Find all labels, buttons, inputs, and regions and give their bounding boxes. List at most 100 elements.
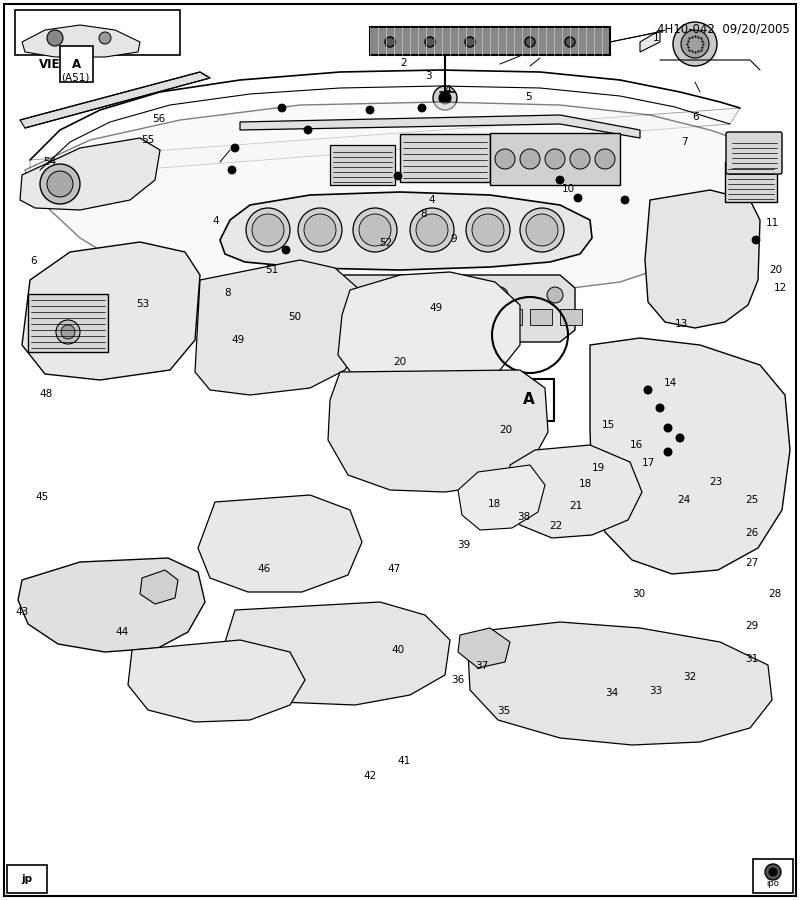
Circle shape bbox=[228, 166, 236, 174]
Polygon shape bbox=[240, 115, 640, 138]
Circle shape bbox=[418, 104, 426, 112]
Circle shape bbox=[231, 144, 239, 152]
Bar bbox=[350, 309, 372, 325]
Circle shape bbox=[432, 287, 448, 303]
Text: 4: 4 bbox=[429, 194, 435, 205]
Polygon shape bbox=[295, 275, 575, 342]
Circle shape bbox=[359, 214, 391, 246]
Text: 8: 8 bbox=[225, 287, 231, 298]
Text: 6: 6 bbox=[30, 256, 37, 266]
Polygon shape bbox=[22, 242, 200, 380]
Text: 14: 14 bbox=[664, 377, 677, 388]
Polygon shape bbox=[25, 102, 745, 296]
Circle shape bbox=[644, 386, 652, 394]
Circle shape bbox=[385, 37, 395, 47]
Circle shape bbox=[99, 32, 111, 44]
Text: 18: 18 bbox=[488, 499, 501, 509]
Text: 54: 54 bbox=[43, 157, 56, 167]
Text: 7: 7 bbox=[681, 137, 687, 148]
Circle shape bbox=[56, 320, 80, 344]
Text: 17: 17 bbox=[642, 457, 654, 468]
Text: 20: 20 bbox=[770, 265, 782, 275]
Text: 18: 18 bbox=[579, 479, 592, 490]
FancyBboxPatch shape bbox=[7, 865, 47, 893]
Circle shape bbox=[752, 236, 760, 244]
Text: 40: 40 bbox=[392, 644, 405, 655]
Circle shape bbox=[525, 37, 535, 47]
Circle shape bbox=[676, 434, 684, 442]
FancyBboxPatch shape bbox=[726, 132, 782, 174]
Text: 49: 49 bbox=[430, 302, 442, 313]
Text: 11: 11 bbox=[766, 218, 778, 229]
Bar bbox=[400, 134, 490, 182]
Circle shape bbox=[545, 149, 565, 169]
Circle shape bbox=[372, 287, 388, 303]
Circle shape bbox=[595, 149, 615, 169]
Bar bbox=[380, 309, 402, 325]
Text: 26: 26 bbox=[746, 527, 758, 538]
Polygon shape bbox=[22, 25, 140, 57]
Text: 56: 56 bbox=[152, 113, 165, 124]
Circle shape bbox=[574, 194, 582, 202]
Circle shape bbox=[298, 208, 342, 252]
Text: 2: 2 bbox=[401, 58, 407, 68]
Circle shape bbox=[47, 30, 63, 46]
Bar bbox=[370, 27, 610, 55]
Text: 24: 24 bbox=[678, 495, 690, 506]
Circle shape bbox=[40, 164, 80, 204]
Circle shape bbox=[495, 149, 515, 169]
Circle shape bbox=[656, 404, 664, 412]
Text: 51: 51 bbox=[266, 265, 278, 275]
Text: 4H10-042  09/20/2005: 4H10-042 09/20/2005 bbox=[658, 22, 790, 35]
Circle shape bbox=[304, 214, 336, 246]
Text: 4: 4 bbox=[213, 215, 219, 226]
Circle shape bbox=[681, 30, 709, 58]
Circle shape bbox=[472, 214, 504, 246]
Circle shape bbox=[425, 37, 435, 47]
Text: 37: 37 bbox=[475, 661, 488, 671]
Circle shape bbox=[416, 214, 448, 246]
Circle shape bbox=[565, 37, 575, 47]
Bar bbox=[560, 309, 582, 325]
Text: 33: 33 bbox=[650, 686, 662, 697]
Text: 3: 3 bbox=[425, 70, 431, 81]
Text: 53: 53 bbox=[136, 299, 149, 310]
Circle shape bbox=[664, 448, 672, 456]
Text: 43: 43 bbox=[16, 607, 29, 617]
Text: 29: 29 bbox=[746, 621, 758, 632]
Text: 55: 55 bbox=[142, 135, 154, 146]
FancyBboxPatch shape bbox=[753, 859, 793, 893]
Text: VIEW: VIEW bbox=[38, 58, 74, 70]
Text: 49: 49 bbox=[232, 335, 245, 346]
Text: 25: 25 bbox=[746, 495, 758, 506]
Text: (A51): (A51) bbox=[61, 72, 89, 82]
Circle shape bbox=[769, 868, 777, 876]
Polygon shape bbox=[198, 495, 362, 592]
Circle shape bbox=[312, 287, 328, 303]
Circle shape bbox=[520, 149, 540, 169]
Polygon shape bbox=[338, 272, 520, 390]
Polygon shape bbox=[128, 640, 305, 722]
Text: 52: 52 bbox=[379, 238, 392, 248]
Text: 9: 9 bbox=[450, 233, 457, 244]
Text: A: A bbox=[72, 58, 81, 70]
Circle shape bbox=[547, 287, 563, 303]
Polygon shape bbox=[220, 192, 592, 270]
Circle shape bbox=[556, 176, 564, 184]
Text: 10: 10 bbox=[562, 184, 574, 194]
Circle shape bbox=[304, 126, 312, 134]
Text: 6: 6 bbox=[693, 112, 699, 122]
Polygon shape bbox=[645, 190, 760, 328]
Bar bbox=[28, 294, 108, 352]
Text: 13: 13 bbox=[675, 319, 688, 329]
Text: 46: 46 bbox=[258, 563, 270, 574]
Circle shape bbox=[394, 172, 402, 180]
Text: 15: 15 bbox=[602, 419, 614, 430]
Text: 4: 4 bbox=[445, 85, 451, 95]
Text: 42: 42 bbox=[363, 770, 376, 781]
Bar bbox=[530, 309, 552, 325]
Circle shape bbox=[47, 171, 73, 197]
FancyBboxPatch shape bbox=[370, 27, 610, 55]
Text: 19: 19 bbox=[592, 463, 605, 473]
Text: 21: 21 bbox=[570, 500, 582, 511]
